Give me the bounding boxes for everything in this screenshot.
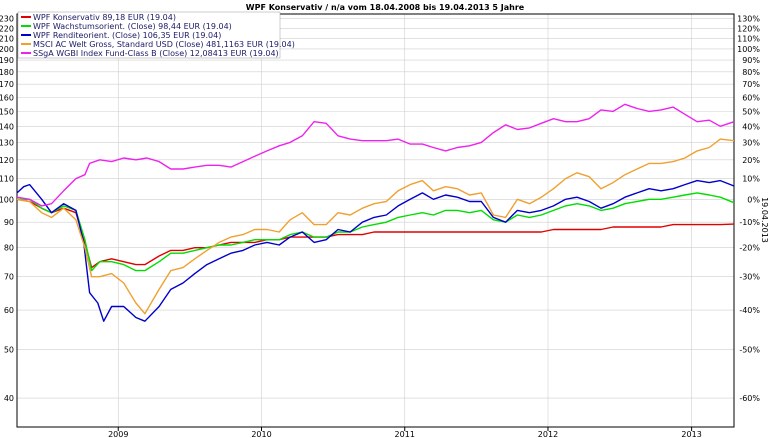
legend-label: MSCI AC Welt Gross, Standard USD (Close)… bbox=[33, 40, 295, 49]
y-tick-left: 180 bbox=[0, 68, 14, 77]
y-tick-right: 120% bbox=[737, 24, 760, 33]
y-tick-left: 70 bbox=[4, 273, 14, 282]
y-tick-left: 210 bbox=[0, 34, 14, 43]
y-tick-left: 200 bbox=[0, 45, 14, 54]
y-tick-right: 10% bbox=[742, 175, 760, 184]
series-line-4 bbox=[16, 138, 735, 315]
x-axis: 2009 2010 2011 2012 2013 bbox=[108, 427, 702, 438]
y-tick-right: -30% bbox=[739, 273, 760, 282]
y-tick-right: 130% bbox=[737, 15, 760, 24]
y-tick-left: 190 bbox=[0, 56, 14, 65]
y-tick-left: 60 bbox=[4, 306, 14, 315]
y-axis-right: -60% -50% -40% -30% -20% -10% 0% 10% 20% 30% 40% 50… bbox=[737, 15, 760, 403]
x-tick-label: 2013 bbox=[681, 430, 701, 438]
y-tick-right: 0% bbox=[747, 195, 760, 204]
y-tick-right: 110% bbox=[737, 34, 760, 43]
y-tick-left: 40 bbox=[4, 394, 14, 403]
series-lines bbox=[16, 103, 735, 322]
y-tick-left: 110 bbox=[0, 175, 14, 184]
y-tick-right: 40% bbox=[742, 122, 760, 131]
y-tick-right: 20% bbox=[742, 156, 760, 165]
y-tick-left: 140 bbox=[0, 122, 14, 131]
y-tick-right: 50% bbox=[742, 107, 760, 116]
legend-label: WPF Konservativ 89,18 EUR (19.04) bbox=[33, 13, 176, 22]
y-tick-right: -60% bbox=[739, 394, 760, 403]
chart-title: WPF Konservativ / n/a vom 18.04.2008 bis… bbox=[246, 3, 525, 12]
series-line-5 bbox=[16, 103, 735, 207]
x-tick-label: 2012 bbox=[538, 430, 558, 438]
y-tick-right: 30% bbox=[742, 138, 760, 147]
side-date-label: 19.04.2013 bbox=[760, 197, 769, 243]
legend-label: SSgA WGBI Index Fund-Class B (Close) 12,… bbox=[33, 49, 279, 58]
legend-label: WPF Renditeorient. (Close) 106,35 EUR (1… bbox=[33, 31, 221, 40]
legend-label: WPF Wachstumsorient. (Close) 98,44 EUR (… bbox=[33, 22, 232, 31]
y-tick-left: 160 bbox=[0, 93, 14, 102]
x-tick-label: 2010 bbox=[251, 430, 271, 438]
y-tick-left: 120 bbox=[0, 156, 14, 165]
y-tick-left: 170 bbox=[0, 80, 14, 89]
x-tick-label: 2011 bbox=[395, 430, 415, 438]
y-tick-right: -20% bbox=[739, 244, 760, 253]
y-tick-right: 60% bbox=[742, 93, 760, 102]
y-axis-left: 40 50 60 70 80 90 100 110 120 130 140 150 160 170 180 1… bbox=[0, 15, 14, 403]
y-tick-right: 100% bbox=[737, 45, 760, 54]
legend-box bbox=[17, 11, 281, 59]
plot-area-border bbox=[16, 13, 735, 428]
y-tick-left: 50 bbox=[4, 346, 14, 355]
y-tick-right: 80% bbox=[742, 68, 760, 77]
y-tick-right: -50% bbox=[739, 346, 760, 355]
y-tick-left: 80 bbox=[4, 244, 14, 253]
y-tick-right: 70% bbox=[742, 80, 760, 89]
y-tick-right: -10% bbox=[739, 218, 760, 227]
legend: WPF Konservativ 89,18 EUR (19.04)WPF Wac… bbox=[21, 13, 295, 58]
series-line-1 bbox=[16, 198, 735, 269]
y-tick-left: 230 bbox=[0, 15, 14, 24]
y-tick-right: -40% bbox=[739, 306, 760, 315]
y-tick-left: 90 bbox=[4, 218, 14, 227]
y-tick-left: 100 bbox=[0, 195, 14, 204]
y-tick-left: 130 bbox=[0, 138, 14, 147]
series-line-3 bbox=[16, 179, 735, 322]
y-tick-left: 150 bbox=[0, 107, 14, 116]
series-line-2 bbox=[17, 192, 735, 272]
x-tick-label: 2009 bbox=[108, 430, 128, 438]
y-tick-left: 220 bbox=[0, 24, 14, 33]
y-tick-right: 90% bbox=[742, 56, 760, 65]
grid bbox=[17, 14, 734, 427]
